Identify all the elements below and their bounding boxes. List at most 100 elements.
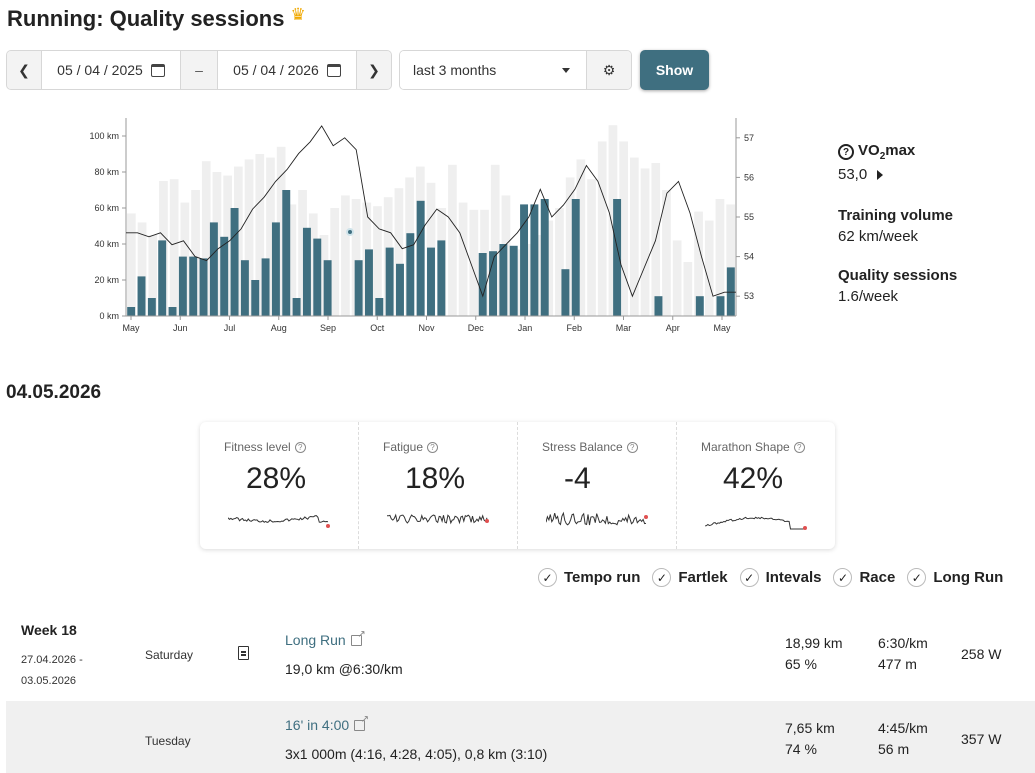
quality-bar (385, 247, 394, 316)
activity-power: 357 W (961, 731, 1002, 747)
quality-bar (489, 251, 498, 316)
volume-bar (704, 220, 714, 316)
quality-bar (313, 238, 322, 316)
help-icon[interactable]: ? (427, 441, 439, 453)
sparkline-fatigue (387, 513, 489, 525)
vo2max-line (126, 125, 736, 298)
x-tick-label: Oct (370, 323, 385, 333)
quality-bar (282, 190, 291, 316)
activity-pace-col: 6:30/km 477 m (878, 633, 928, 675)
quality-label: Quality sessions (838, 267, 958, 284)
check-icon[interactable]: ✓ (538, 568, 557, 587)
y-tick-label-left: 0 km (99, 311, 119, 321)
help-icon[interactable]: ? (838, 144, 854, 160)
settings-button[interactable]: ⚙ (586, 51, 631, 89)
volume-bar (255, 154, 265, 316)
vo2max-value: 53,0 (838, 166, 1028, 183)
document-icon[interactable] (238, 646, 249, 660)
next-period-button[interactable]: ❯ (357, 51, 391, 89)
quality-bar (571, 199, 580, 316)
check-icon[interactable]: ✓ (833, 568, 853, 587)
date-to-input[interactable]: 05 / 04 / 2026 (217, 51, 357, 89)
week-range: 27.04.2026 - 03.05.2026 (21, 650, 101, 692)
help-icon[interactable]: ? (793, 441, 805, 453)
y-tick-label-left: 40 km (94, 239, 119, 249)
filter-label: Intevals (765, 569, 822, 586)
quality-bar (261, 258, 270, 316)
y-tick-label-right: 55 (744, 212, 754, 222)
volume-bar (576, 159, 586, 316)
external-link-icon[interactable] (350, 629, 366, 646)
filter-race[interactable]: ✓ Race (833, 568, 895, 587)
filter-intervals[interactable]: ✓ Intevals (739, 568, 822, 587)
page-title: Running: Quality sessions ♛ (7, 5, 306, 32)
volume-bar (448, 164, 457, 316)
range-select[interactable]: last 3 months (400, 51, 586, 89)
x-tick-label: Jun (173, 323, 188, 333)
x-tick-label: May (122, 323, 140, 333)
quality-value: 1.6/week (838, 288, 899, 305)
quality-bar (427, 247, 435, 316)
volume-bar (597, 141, 607, 316)
activity-distance-col: 18,99 km 65 % (785, 633, 843, 675)
volume-bar (640, 168, 650, 316)
week-title: Week 18 (21, 622, 77, 638)
prev-period-button[interactable]: ❮ (7, 51, 41, 89)
help-icon[interactable]: ? (294, 441, 306, 453)
check-icon[interactable]: ✓ (652, 568, 672, 587)
check-icon[interactable]: ✓ (739, 568, 759, 587)
check-icon[interactable]: ✓ (907, 568, 927, 587)
filter-label: Fartlek (678, 569, 728, 586)
show-button[interactable]: Show (640, 50, 709, 90)
activity-detail: 3x1 000m (4:16, 4:28, 4:05), 0,8 km (3:1… (285, 746, 548, 762)
activity-pace-col: 4:45/km 56 m (878, 718, 928, 760)
volume-bar (672, 240, 682, 316)
activity-row[interactable]: Tuesday 16' in 4:00 3x1 000m (4:16, 4:28… (6, 701, 1035, 773)
date-from-input[interactable]: 05 / 04 / 2025 (41, 51, 181, 89)
calendar-icon[interactable] (150, 63, 165, 77)
metric-value: 28% (246, 462, 307, 495)
quality-bar (499, 244, 508, 316)
y-tick-label-left: 80 km (94, 167, 119, 177)
activity-title-link[interactable]: 16' in 4:00 (285, 714, 369, 734)
volume-bar (244, 159, 254, 316)
metric-value: 42% (723, 462, 784, 495)
volume-bar (373, 206, 382, 316)
activity-title-link[interactable]: Long Run (285, 629, 366, 649)
help-icon[interactable]: ? (626, 441, 638, 453)
y-tick-label-left: 20 km (94, 275, 119, 285)
volume-bar (169, 179, 179, 316)
x-tick-label: Jul (224, 323, 236, 333)
activity-title[interactable]: 16' in 4:00 (285, 717, 350, 733)
sparkline-marathon (705, 516, 807, 530)
volume-label: Training volume (838, 207, 954, 224)
play-icon[interactable] (877, 169, 884, 180)
y-tick-label-right: 54 (744, 252, 754, 262)
metric-card-marathon-shape: Marathon Shape? 42% (677, 422, 835, 549)
sparkline-fitness (228, 515, 330, 528)
activity-title[interactable]: Long Run (285, 632, 346, 648)
page-title-text: Running: Quality sessions (7, 6, 285, 31)
activity-day: Saturday (145, 648, 194, 662)
x-tick-label: Sep (320, 323, 336, 333)
activity-distance: 7,65 km (785, 720, 835, 736)
volume-bar (662, 190, 671, 316)
external-link-icon[interactable] (354, 714, 369, 731)
calendar-icon[interactable] (326, 63, 341, 77)
quality-bar (230, 208, 239, 316)
quality-bar (158, 240, 167, 316)
x-tick-label: Nov (418, 323, 435, 333)
session-type-filters: ✓ Tempo run ✓ Fartlek ✓ Intevals ✓ Race ✓ Lon… (538, 568, 1015, 587)
metric-label: Fitness level (224, 440, 291, 454)
filter-label: Tempo run (564, 569, 641, 586)
quality-bar (354, 260, 363, 316)
sparkline-stress (546, 511, 648, 526)
filter-fartlek[interactable]: ✓ Fartlek (652, 568, 728, 587)
range-select-value: last 3 months (413, 62, 497, 78)
activity-distance: 18,99 km (785, 635, 843, 651)
filter-tempo-run[interactable]: ✓ Tempo run (538, 568, 640, 587)
date-from-value: 05 / 04 / 2025 (57, 62, 143, 78)
filter-long-run[interactable]: ✓ Long Run (907, 568, 1003, 587)
activity-row[interactable]: Week 18 27.04.2026 - 03.05.2026 Saturday… (6, 612, 1035, 701)
x-tick-label: Feb (566, 323, 582, 333)
